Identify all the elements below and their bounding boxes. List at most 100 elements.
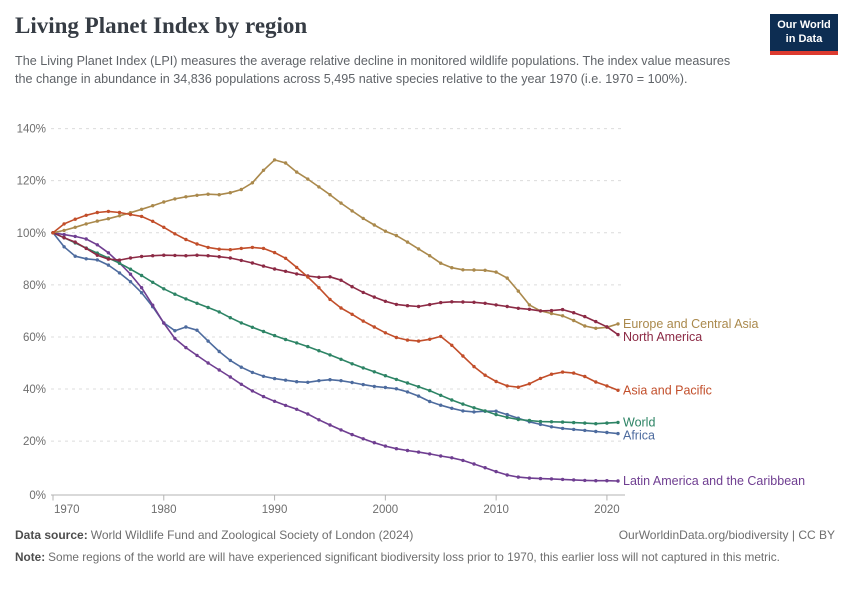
data-point[interactable] — [394, 233, 399, 238]
data-point[interactable] — [151, 219, 155, 223]
data-point[interactable] — [527, 476, 532, 480]
data-point[interactable] — [416, 385, 421, 389]
data-point[interactable] — [173, 329, 177, 333]
data-point[interactable] — [372, 223, 376, 227]
data-point[interactable] — [450, 300, 454, 304]
data-point[interactable] — [461, 409, 465, 413]
data-point[interactable] — [549, 477, 554, 481]
data-point[interactable] — [339, 379, 343, 383]
data-point[interactable] — [283, 337, 288, 342]
data-point[interactable] — [139, 207, 144, 211]
data-point[interactable] — [184, 237, 188, 242]
data-point[interactable] — [372, 325, 376, 329]
data-point[interactable] — [516, 385, 520, 389]
data-point[interactable] — [239, 382, 243, 386]
data-point[interactable] — [361, 290, 365, 295]
data-point[interactable] — [616, 420, 620, 425]
series-line-world[interactable] — [52, 232, 619, 425]
data-point[interactable] — [84, 237, 88, 241]
data-point[interactable] — [416, 394, 421, 398]
data-point[interactable] — [527, 303, 532, 307]
data-point[interactable] — [483, 268, 487, 272]
data-point[interactable] — [62, 245, 66, 249]
data-point[interactable] — [272, 250, 277, 255]
data-point[interactable] — [206, 254, 210, 258]
data-point[interactable] — [106, 257, 111, 261]
data-point[interactable] — [306, 380, 310, 384]
data-point[interactable] — [505, 276, 509, 280]
data-point[interactable] — [106, 217, 111, 221]
data-point[interactable] — [195, 328, 199, 332]
data-point[interactable] — [328, 193, 332, 197]
data-point[interactable] — [261, 374, 266, 378]
data-point[interactable] — [549, 372, 554, 376]
data-point[interactable] — [239, 187, 243, 192]
data-point[interactable] — [184, 254, 188, 258]
data-point[interactable] — [616, 479, 620, 483]
data-point[interactable] — [84, 213, 88, 217]
data-point[interactable] — [516, 306, 520, 310]
data-point[interactable] — [494, 270, 498, 274]
data-point[interactable] — [62, 222, 66, 226]
data-point[interactable] — [261, 329, 266, 334]
data-point[interactable] — [261, 246, 266, 251]
data-point[interactable] — [361, 216, 365, 221]
data-point[interactable] — [594, 380, 598, 384]
data-point[interactable] — [538, 419, 543, 424]
data-point[interactable] — [128, 267, 133, 271]
data-point[interactable] — [383, 385, 388, 390]
data-point[interactable] — [594, 422, 598, 426]
data-point[interactable] — [173, 253, 177, 258]
data-point[interactable] — [439, 403, 443, 407]
data-point[interactable] — [306, 344, 310, 349]
data-point[interactable] — [339, 201, 343, 205]
data-point[interactable] — [84, 257, 88, 261]
data-point[interactable] — [505, 415, 509, 420]
data-point[interactable] — [195, 253, 199, 257]
data-point[interactable] — [139, 214, 144, 219]
data-point[interactable] — [405, 338, 410, 342]
data-point[interactable] — [306, 275, 310, 279]
data-point[interactable] — [62, 232, 66, 237]
data-point[interactable] — [250, 245, 255, 250]
data-point[interactable] — [472, 410, 476, 414]
data-point[interactable] — [428, 399, 432, 404]
data-point[interactable] — [583, 428, 587, 433]
data-point[interactable] — [560, 314, 565, 318]
data-point[interactable] — [494, 469, 498, 474]
data-point[interactable] — [217, 349, 221, 354]
data-point[interactable] — [505, 473, 509, 477]
data-point[interactable] — [594, 429, 598, 434]
data-point[interactable] — [206, 305, 210, 310]
data-point[interactable] — [272, 158, 277, 162]
data-point[interactable] — [549, 308, 554, 313]
legend-label-north-america[interactable]: North America — [623, 330, 702, 344]
data-point[interactable] — [151, 303, 155, 307]
data-point[interactable] — [339, 428, 343, 432]
data-point[interactable] — [350, 362, 354, 366]
data-point[interactable] — [383, 374, 388, 378]
data-point[interactable] — [272, 267, 277, 271]
data-point[interactable] — [228, 358, 232, 363]
legend-label-europe-and-central-asia[interactable]: Europe and Central Asia — [623, 317, 759, 331]
series-asia-and-pacific[interactable] — [51, 209, 620, 392]
data-point[interactable] — [461, 300, 465, 304]
data-point[interactable] — [572, 318, 576, 323]
data-point[interactable] — [461, 354, 465, 358]
data-point[interactable] — [195, 193, 199, 197]
data-point[interactable] — [461, 268, 465, 272]
data-point[interactable] — [583, 374, 587, 379]
data-point[interactable] — [405, 240, 410, 244]
data-point[interactable] — [184, 297, 188, 301]
data-point[interactable] — [317, 275, 321, 279]
data-point[interactable] — [428, 452, 432, 456]
data-point[interactable] — [583, 421, 587, 425]
data-point[interactable] — [206, 192, 210, 196]
data-point[interactable] — [428, 302, 432, 307]
data-point[interactable] — [394, 377, 399, 382]
data-point[interactable] — [317, 418, 321, 422]
data-point[interactable] — [450, 343, 454, 347]
data-point[interactable] — [383, 229, 388, 233]
legend-label-asia-and-pacific[interactable]: Asia and Pacific — [623, 383, 712, 397]
data-point[interactable] — [394, 387, 399, 391]
